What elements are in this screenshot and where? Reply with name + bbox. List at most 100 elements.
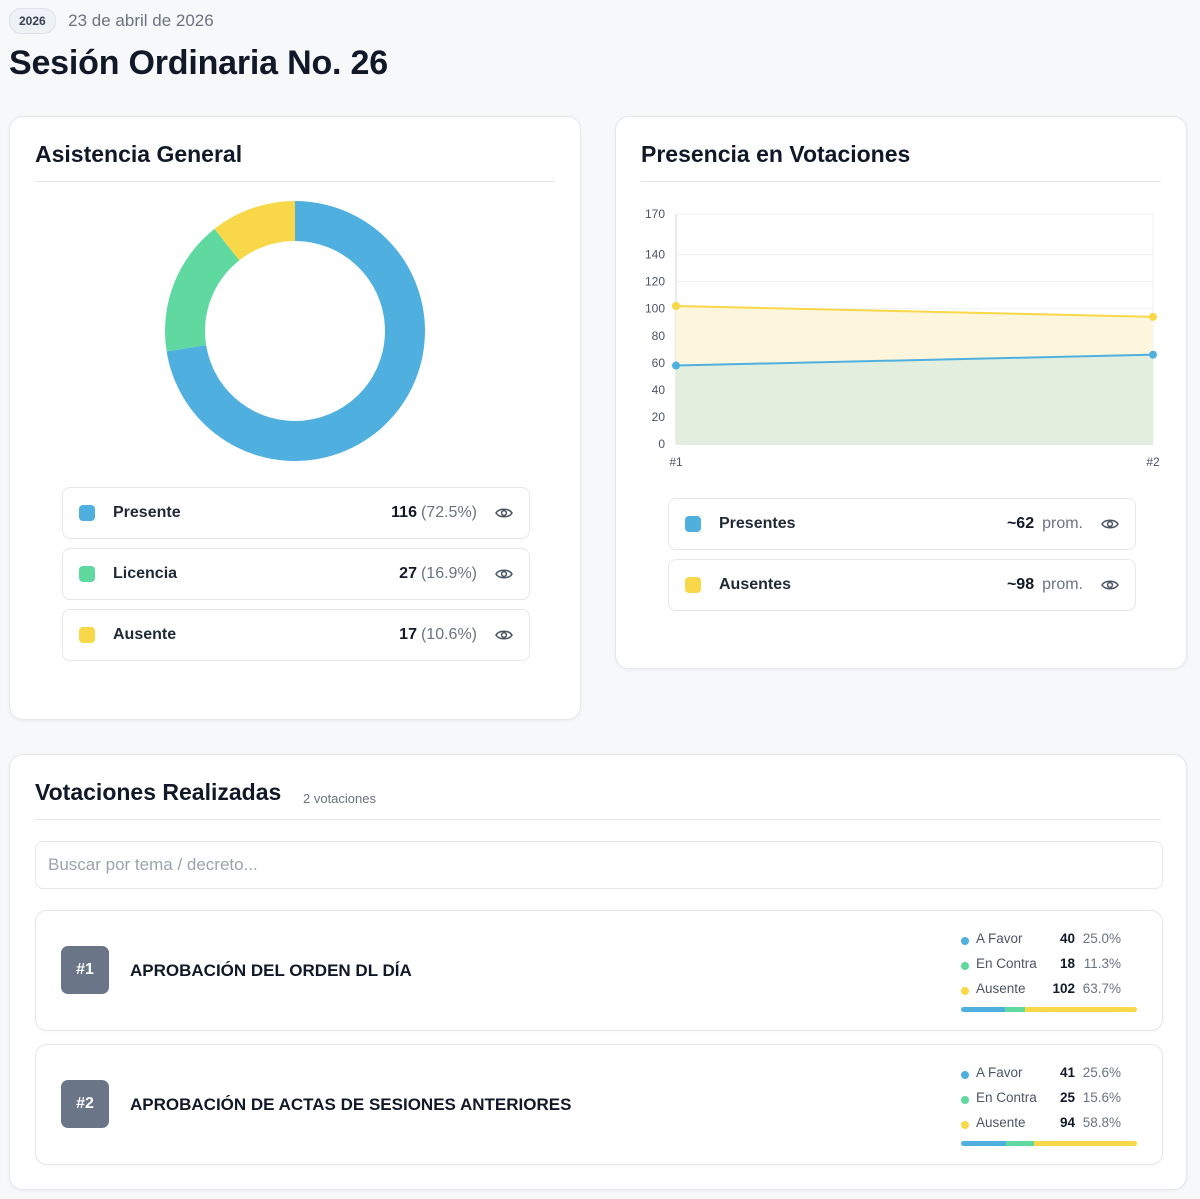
legend-row-ausente: Ausente 17 (10.6%): [62, 609, 530, 661]
stat-a-favor: A Favor 40 25.0%: [961, 931, 1137, 956]
stat-count: 40: [1059, 931, 1075, 946]
legend-suffix: prom.: [1042, 576, 1083, 593]
search-input[interactable]: [35, 841, 1163, 889]
point-ausentes[interactable]: [672, 302, 680, 310]
x-tick-label: #1: [669, 455, 683, 469]
bar-segment: [1033, 1141, 1137, 1146]
stat-a-favor: A Favor 41 25.6%: [961, 1065, 1137, 1090]
point-presentes[interactable]: [1149, 350, 1157, 359]
ausente-dot: [961, 1121, 969, 1129]
bar-segment: [1024, 1007, 1137, 1012]
y-tick-label: 20: [652, 410, 666, 424]
vote-stats: A Favor 41 25.6% En Contra 25 15.6% Ause…: [961, 1065, 1137, 1146]
y-tick-label: 170: [645, 207, 665, 221]
presente-swatch: [79, 505, 95, 521]
asistencia-card: Asistencia General Presente 116 (72.5%) …: [9, 116, 581, 720]
y-tick-label: 140: [645, 248, 665, 262]
donut-slice-ausente[interactable]: [214, 201, 295, 261]
eye-icon[interactable]: [495, 629, 513, 641]
bar-segment: [961, 1141, 1007, 1146]
year-badge: 2026: [9, 8, 56, 34]
vote-distribution-bar: [961, 1007, 1137, 1012]
ausentes-swatch: [685, 577, 701, 593]
stat-label: Ausente: [976, 1115, 1026, 1130]
stat-count: 41: [1059, 1065, 1075, 1080]
vote-item[interactable]: #2 APROBACIÓN DE ACTAS DE SESIONES ANTER…: [35, 1044, 1163, 1165]
legend-label: Presente: [113, 504, 181, 521]
area-presentes: [676, 354, 1153, 444]
presencia-title: Presencia en Votaciones: [641, 141, 911, 167]
bar-segment: [961, 1007, 1005, 1012]
attendance-donut-chart: [165, 201, 425, 461]
votaciones-card: Votaciones Realizadas 2 votaciones #1 AP…: [9, 754, 1187, 1190]
stat-count: 18: [1059, 956, 1075, 971]
y-tick-label: 80: [652, 329, 666, 343]
stat-percent: 15.6%: [1082, 1090, 1121, 1105]
y-tick-label: 60: [652, 356, 666, 370]
vote-item[interactable]: #1 APROBACIÓN DEL ORDEN DL DÍA A Favor 4…: [35, 910, 1163, 1031]
legend-count: 116: [391, 504, 417, 521]
vote-stats: A Favor 40 25.0% En Contra 18 11.3% Ause…: [961, 931, 1137, 1012]
eye-icon[interactable]: [1101, 518, 1119, 530]
legend-label: Licencia: [113, 565, 178, 582]
eye-icon[interactable]: [495, 507, 513, 519]
presence-area-chart: 0 20 40 60 80 100 120 140 170 #1 #2: [645, 207, 1160, 469]
donut-slice-licencia[interactable]: [165, 228, 240, 352]
legend-label: Ausente: [113, 626, 177, 643]
stat-en-contra: En Contra 25 15.6%: [961, 1090, 1137, 1115]
eye-icon[interactable]: [1101, 579, 1119, 591]
point-ausentes[interactable]: [1149, 312, 1157, 321]
presentes-swatch: [685, 516, 701, 532]
donut-slice-presente[interactable]: [166, 201, 425, 461]
presencia-card: Presencia en Votaciones 0 20 40 60 80 100 120 1…: [615, 116, 1187, 669]
bar-segment: [1005, 1007, 1025, 1012]
divider: [35, 819, 1161, 820]
bar-segment: [1006, 1141, 1034, 1146]
y-tick-label: 40: [652, 383, 666, 397]
page-header: 2026 23 de abril de 2026 Sesión Ordinari…: [9, 8, 388, 83]
x-tick-label: #2: [1146, 455, 1160, 469]
legend-value: ~98: [1006, 576, 1035, 593]
stat-label: A Favor: [976, 1065, 1023, 1080]
divider: [641, 181, 1161, 182]
stat-percent: 25.6%: [1082, 1065, 1121, 1080]
y-tick-label: 120: [645, 275, 665, 289]
ausente-swatch: [79, 627, 95, 643]
stat-ausente: Ausente 102 63.7%: [961, 981, 1137, 1006]
stat-percent: 11.3%: [1083, 956, 1121, 971]
legend-suffix: prom.: [1042, 515, 1083, 532]
vote-number-badge: #1: [61, 946, 109, 994]
stat-ausente: Ausente 94 58.8%: [961, 1115, 1137, 1140]
line-ausentes: [675, 305, 1154, 318]
line-presentes: [675, 353, 1154, 367]
legend-count: 17: [399, 626, 417, 643]
vote-title: APROBACIÓN DE ACTAS DE SESIONES ANTERIOR…: [130, 1095, 572, 1114]
divider: [35, 181, 555, 182]
legend-percent: (72.5%): [420, 504, 477, 521]
legend-row-ausentes: Ausentes ~98 prom.: [668, 559, 1136, 611]
stat-count: 94: [1059, 1115, 1075, 1130]
votaciones-count: 2 votaciones: [303, 791, 376, 806]
legend-percent: (16.9%): [420, 565, 477, 582]
y-tick-label: 100: [645, 302, 665, 316]
legend-percent: (10.6%): [420, 626, 477, 643]
stat-label: En Contra: [976, 1090, 1037, 1105]
legend-row-presentes: Presentes ~62 prom.: [668, 498, 1136, 550]
a-favor-dot: [961, 937, 969, 945]
asistencia-title: Asistencia General: [35, 141, 243, 167]
stat-en-contra: En Contra 18 11.3%: [961, 956, 1137, 981]
eye-icon[interactable]: [495, 568, 513, 580]
a-favor-dot: [961, 1071, 969, 1079]
area-ausentes: [676, 306, 1153, 366]
stat-percent: 25.0%: [1082, 931, 1121, 946]
en-contra-dot: [961, 1096, 969, 1104]
stat-label: A Favor: [976, 931, 1023, 946]
stat-count: 25: [1059, 1090, 1075, 1105]
vote-distribution-bar: [961, 1141, 1137, 1146]
legend-label: Ausentes: [719, 576, 792, 593]
vote-title: APROBACIÓN DEL ORDEN DL DÍA: [130, 961, 412, 980]
stat-percent: 63.7%: [1082, 981, 1121, 996]
ausente-dot: [961, 987, 969, 995]
point-presentes[interactable]: [672, 361, 680, 370]
stat-label: En Contra: [976, 956, 1037, 971]
